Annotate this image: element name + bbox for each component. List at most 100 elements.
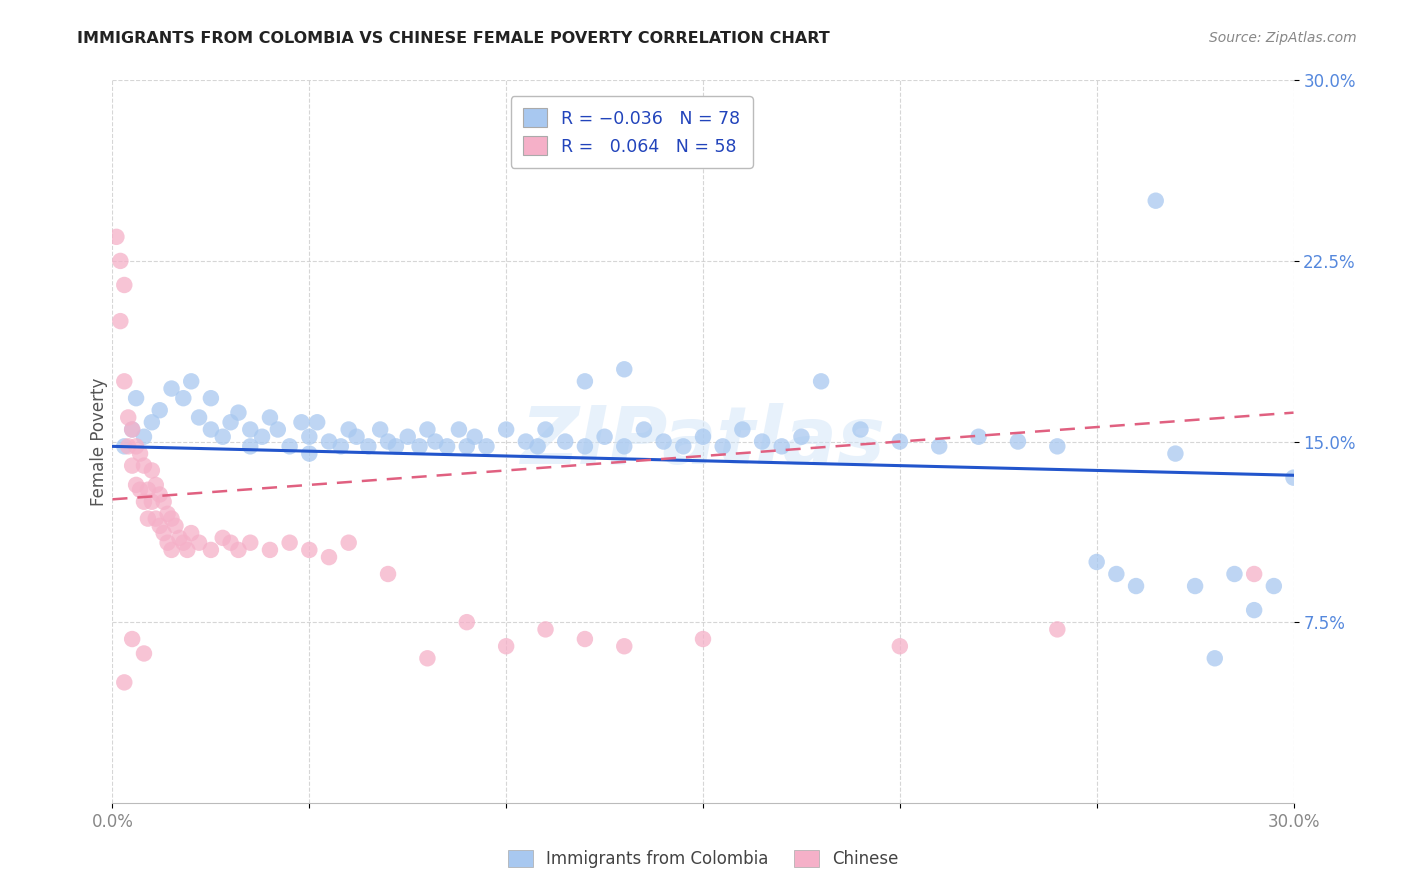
Point [672,439,695,453]
Point [132,458,155,473]
Point [219,535,242,549]
Point [1007,434,1029,449]
Point [121,458,143,473]
Point [211,531,233,545]
Point [219,415,242,429]
Point [117,439,139,453]
Point [211,430,233,444]
Point [408,439,430,453]
Point [692,430,714,444]
Point [385,439,408,453]
Point [188,410,211,425]
Point [307,415,329,429]
Point [1105,567,1128,582]
Point [117,410,139,425]
Point [849,422,872,436]
Point [1125,579,1147,593]
Point [377,434,399,449]
Point [149,403,172,417]
Point [110,314,132,328]
Point [298,430,321,444]
Point [267,422,290,436]
Point [129,446,152,460]
Point [298,446,321,460]
Point [425,434,447,449]
Point [149,518,172,533]
Point [259,542,281,557]
Point [188,535,211,549]
Point [228,542,250,557]
Point [132,647,155,661]
Point [239,535,262,549]
Point [574,439,596,453]
Point [239,439,262,453]
Point [132,494,155,508]
Point [346,430,368,444]
Point [129,483,152,497]
Point [396,430,419,444]
Point [692,632,714,646]
Point [574,374,596,388]
Point [112,675,135,690]
Point [613,362,636,376]
Point [112,374,135,388]
Text: Source: ZipAtlas.com: Source: ZipAtlas.com [1209,31,1357,45]
Point [121,422,143,436]
Point [1243,567,1265,582]
Point [112,439,135,453]
Point [526,439,548,453]
Point [456,615,478,630]
Point [1164,446,1187,460]
Point [889,639,911,653]
Point [810,374,832,388]
Point [337,535,360,549]
Point [1263,579,1285,593]
Point [1204,651,1226,665]
Point [200,542,222,557]
Point [200,422,222,436]
Point [751,434,773,449]
Point [790,430,813,444]
Point [416,422,439,436]
Point [613,439,636,453]
Point [250,430,273,444]
Point [125,478,148,492]
Point [298,542,321,557]
Point [416,651,439,665]
Point [141,463,163,477]
Point [1144,194,1167,208]
Point [329,439,352,453]
Y-axis label: Female Poverty: Female Poverty [90,377,108,506]
Point [149,487,172,501]
Point [121,632,143,646]
Point [928,439,950,453]
Point [136,483,159,497]
Point [633,422,655,436]
Point [105,230,128,244]
Point [172,535,194,549]
Point [259,410,281,425]
Point [889,434,911,449]
Point [447,422,470,436]
Point [180,374,202,388]
Legend: Immigrants from Colombia, Chinese: Immigrants from Colombia, Chinese [501,843,905,875]
Point [731,422,754,436]
Point [136,511,159,525]
Point [141,494,163,508]
Point [278,439,301,453]
Point [121,422,143,436]
Point [278,535,301,549]
Point [180,526,202,541]
Point [515,434,537,449]
Point [141,415,163,429]
Point [318,434,340,449]
Point [132,430,155,444]
Point [1223,567,1246,582]
Point [495,422,517,436]
Point [160,511,183,525]
Point [357,439,380,453]
Point [160,382,183,396]
Point [652,434,675,449]
Point [176,542,198,557]
Point [156,535,179,549]
